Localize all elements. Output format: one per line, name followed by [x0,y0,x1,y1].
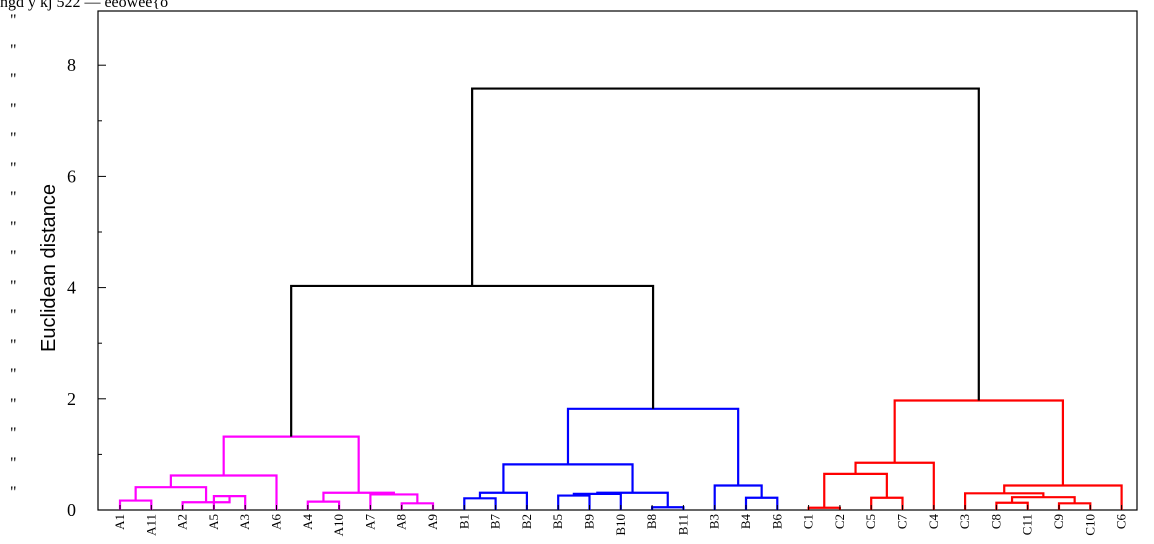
quote-mark: " [10,395,17,413]
leaf-label: C7 [895,514,910,530]
dendrogram-link [222,435,360,493]
quote-mark: " [10,41,17,59]
leaf-label: C11 [1020,514,1035,535]
quote-mark: " [10,484,17,501]
dendrogram-link [502,463,634,493]
leaf-label: C6 [1114,514,1129,530]
quote-mark: " [10,100,17,118]
leaf-label: A3 [237,514,252,530]
quote-mark: " [10,425,17,442]
leaf-label: A6 [269,514,284,530]
header-artifact-text: ngd y kj 522 — eeowee{o [0,0,169,11]
y-tick-label: 6 [67,166,76,186]
leaf-label: C1 [801,514,816,529]
leaf-label: A1 [112,514,127,530]
quote-mark: " [10,248,17,265]
leaf-label: C8 [988,514,1003,529]
dendrogram-link [870,496,904,510]
dendrogram-link [557,494,591,510]
dendrogram-link [744,496,779,510]
leaf-label: A9 [425,514,440,530]
leaf-label: B6 [769,514,784,530]
dendrogram-link [169,474,278,510]
leaf-label: B2 [519,514,534,529]
dendrogram-branches [118,87,1123,510]
quote-mark: " [10,454,17,472]
leaf-label: B4 [738,514,753,530]
leaf-label: C3 [957,514,972,529]
leaf-label: A10 [331,514,346,536]
quote-mark: " [10,159,17,177]
y-axis-title: Euclidean distance [38,184,60,352]
quote-mark: " [10,336,17,354]
dendrogram-link [290,284,655,437]
y-tick-label: 2 [67,389,76,409]
leaf-label: C10 [1082,514,1097,536]
leaf-label: B10 [613,514,628,536]
leaf-label: A7 [362,514,377,530]
leaf-label: C4 [926,514,941,530]
quote-mark: " [10,307,17,324]
dendrogram-link [823,472,888,508]
leaf-label: A8 [394,514,409,530]
axes-layer: 0 2 4 6 8 [67,10,1138,520]
quote-mark: " [10,71,17,88]
leaf-label: B3 [707,514,722,529]
leaf-label: B5 [550,514,565,529]
quote-mark: " [10,218,17,236]
y-tick-label: 0 [67,500,76,520]
dendrogram-link [118,499,153,510]
quote-mark: " [10,189,17,206]
dendrogram-link [471,87,980,401]
quote-mark: " [10,130,17,147]
dendrogram-link [854,461,935,510]
dendrogram-link [893,399,1065,486]
leaf-label: B8 [644,514,659,529]
leaf-label: B11 [675,514,690,535]
quote-mark: " [10,277,17,295]
leaf-label: A5 [206,514,221,530]
dendrogram-link [400,502,435,510]
dendrogram-link [964,492,1045,510]
dendrogram-link [306,500,341,510]
dendrogram-link [478,491,528,510]
dendrogram-link [995,501,1029,510]
leaf-label: A2 [175,514,190,530]
dendrogram-link [369,493,419,510]
leaf-label: B1 [456,514,471,529]
leaf-label: C2 [832,514,847,529]
leaf-label: B9 [582,514,597,529]
quote-mark: " [10,12,17,29]
leaf-label: A4 [300,514,315,530]
y-tick-label: 8 [67,55,76,75]
plot-frame [97,10,1138,511]
leaf-label: A11 [143,514,158,536]
dendrogram-link [566,407,740,486]
dendrogram-link [463,497,497,510]
quote-mark: " [10,366,17,383]
dendrogram-link [1057,502,1092,510]
leaf-label: C5 [863,514,878,529]
leaf-labels: A1 A11 A2 A5 A3 A6 A4 A10 A7 A8 A9 B1 B7 B2 B5 B9 B10 B8 B… [112,505,1129,536]
y-tick-label: 4 [67,278,76,298]
leaf-label: C9 [1051,514,1066,529]
leaf-label: B7 [488,514,503,530]
